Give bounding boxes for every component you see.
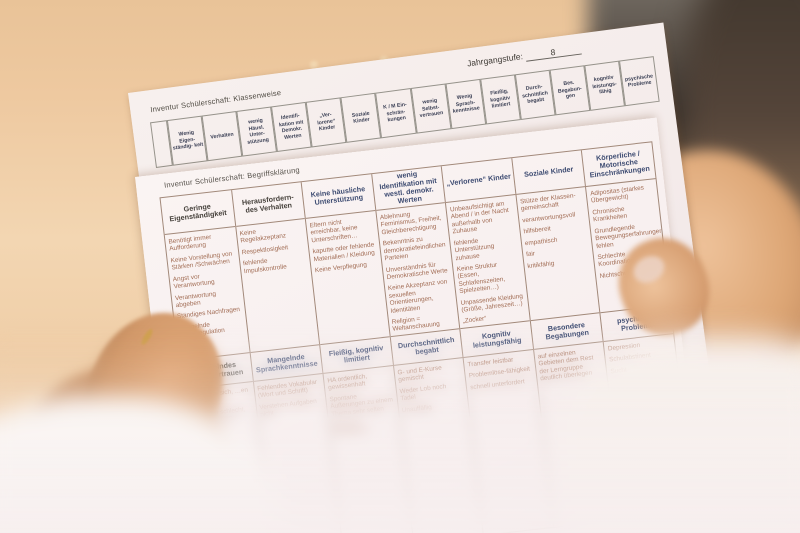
term-item: Grundlegende Bewegungserfahrungen fehlen xyxy=(594,223,664,250)
term-item: Eltern nicht erreichbar, keine Unterschr… xyxy=(309,218,358,245)
category-header-cell: Wenig Sprach- kenntnisse xyxy=(445,78,486,130)
term-item: Ablehnung Feminismus, Freiheit, Gleichbe… xyxy=(379,211,442,237)
category-header-cell: „Ver- lorene“ Kinder xyxy=(305,97,347,148)
category-header-cell: wenig Häusl. Unter- stützung xyxy=(236,106,278,157)
term-item: Verantwortung abgeben xyxy=(174,290,217,310)
term-item: Chronische Krankheiten xyxy=(592,205,628,224)
category-header-cell: Identifi- kation mit Demokr. Werten xyxy=(271,101,312,153)
term-item: fehlende Impulskontrolle xyxy=(242,257,288,275)
term-item: kritikfähig xyxy=(527,259,555,270)
depth-of-field-blur xyxy=(0,325,800,533)
term-item: Unpassende Kleidung (Größe, Jahreszeit…) xyxy=(460,292,524,314)
term-item: Stütze der Klassen- gemeinschaft xyxy=(519,192,576,213)
grade-label: Jahrgangstufe: xyxy=(466,51,524,69)
term-item: Keine Vorstellung von Stärken /Schwächen xyxy=(170,250,233,272)
term-item: Nichtschwimmer xyxy=(599,267,647,280)
category-header-cell: wenig Selbst- vertrauen xyxy=(410,83,452,134)
term-item: Schlechte Koordination xyxy=(597,250,635,269)
term-item: Unverständnis für Demokratische Werte xyxy=(385,261,449,282)
term-item: Bekenntnis zu demokratiefeindlichen Part… xyxy=(382,236,446,263)
term-item: fehlende Unterstützung zuhause xyxy=(453,237,495,262)
category-header-cell: kognitiv leistungs- fähig xyxy=(584,60,625,111)
term-item: Benötigt immer Aufforderung xyxy=(168,233,212,253)
category-header-cell: psychische Probleme xyxy=(618,56,660,107)
category-header-cell: Wenig Eigen- ständig- keit xyxy=(166,115,208,166)
term-item: Keine Struktur (Essen, Schlafenszeiten, … xyxy=(456,261,506,296)
term-item: Keine Regelakzeptanz xyxy=(239,228,287,245)
category-header-cell: Durch- schnittlich begabt xyxy=(514,69,556,120)
term-item: Keine Akzeptanz von sexuellen Orientieru… xyxy=(387,278,448,315)
term-item: Angst vor Verantwortung xyxy=(172,273,216,291)
category-header-cell: K / M Ein- schrän- kungen xyxy=(375,88,417,139)
term-item: Unbeaufsichtigt am Abend / in der Nacht … xyxy=(449,200,510,236)
term-item: Adipositas (starkes Übergewicht) xyxy=(589,184,645,205)
column-items: Adipositas (starkes Übergewicht) Chronisc… xyxy=(586,179,669,312)
category-header-cell: Fleißig, kognitiv limitiert xyxy=(479,74,521,125)
category-header-cell: Soziale Kinder xyxy=(340,92,382,143)
term-item: Keine Verpflegung xyxy=(314,261,368,275)
grade-field: Jahrgangstufe: 8 xyxy=(466,43,582,70)
category-header-cell: Bes. Begabun- gen xyxy=(549,65,591,116)
blurred-person xyxy=(682,0,800,330)
term-item: kaputte oder fehlende Materialien / Klei… xyxy=(312,241,376,263)
grade-value: 8 xyxy=(524,43,582,62)
bokeh-highlight xyxy=(310,61,318,69)
category-header-cell: Verhalten xyxy=(201,111,243,162)
